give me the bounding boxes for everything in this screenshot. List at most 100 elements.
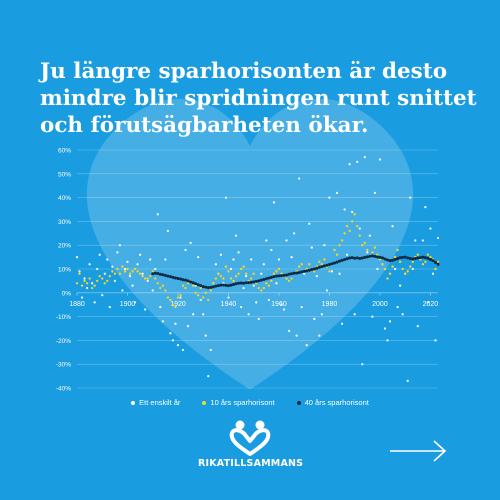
ten-year-point: [318, 260, 321, 264]
forty-year-point: [168, 275, 172, 279]
forty-year-point: [179, 277, 183, 281]
ten-year-point: [179, 293, 182, 297]
single-year-point: [260, 272, 263, 275]
single-year-point: [250, 258, 253, 261]
ten-year-point: [388, 272, 392, 275]
single-year-point: [277, 258, 281, 261]
single-year-point: [149, 258, 152, 261]
single-year-point: [308, 222, 311, 225]
single-year-point: [176, 344, 180, 347]
ten-year-point: [436, 260, 440, 264]
legend-item-forty-year: 40 års sparhorisont: [296, 398, 369, 407]
single-year-point: [280, 303, 283, 306]
forty-year-point: [269, 275, 273, 279]
ten-year-point: [161, 284, 165, 287]
single-year-point: [80, 296, 84, 299]
single-year-point: [133, 301, 137, 304]
single-year-point: [353, 313, 356, 316]
single-year-point: [310, 246, 313, 249]
y-tick-label: -20%: [56, 338, 71, 345]
forty-year-point: [398, 256, 402, 260]
single-year-point: [330, 270, 334, 273]
single-year-point: [181, 348, 185, 352]
single-year-point: [426, 301, 430, 304]
single-year-point: [270, 248, 273, 252]
ten-year-point: [313, 270, 316, 273]
ten-year-point: [308, 263, 311, 266]
single-year-point: [282, 308, 286, 311]
single-year-point: [363, 156, 366, 159]
ten-year-point: [138, 272, 142, 275]
forty-year-point: [345, 257, 349, 261]
single-year-point: [151, 289, 154, 292]
single-year-point: [179, 296, 182, 299]
ten-year-point: [101, 277, 104, 280]
forty-year-point: [317, 265, 321, 269]
ten-year-point: [196, 293, 200, 297]
ten-year-point: [257, 286, 260, 290]
single-year-point: [126, 260, 129, 263]
ten-year-point: [141, 274, 144, 278]
ten-year-point: [214, 277, 218, 280]
single-year-point: [146, 279, 149, 282]
single-year-point: [373, 191, 376, 194]
forty-year-point: [396, 257, 400, 261]
forty-year-point: [247, 281, 251, 285]
ten-year-point: [391, 265, 394, 268]
y-tick-label: 0%: [62, 290, 72, 297]
single-year-point: [154, 267, 157, 271]
single-year-point: [393, 267, 397, 271]
forty-year-point: [401, 255, 405, 259]
single-year-point: [255, 301, 258, 304]
single-year-point: [169, 332, 172, 335]
single-year-point: [368, 234, 371, 237]
single-year-point: [361, 363, 364, 366]
ten-year-point: [176, 296, 180, 299]
scatter-chart: -40% -30% -20% -10% 0% 10% 20% 30% 40% 50% 60% 1880…: [56, 148, 440, 393]
single-year-point: [78, 270, 81, 273]
ten-year-point: [401, 267, 404, 271]
ten-year-point: [434, 267, 437, 271]
single-year-point: [219, 253, 222, 256]
forty-year-point: [300, 270, 304, 274]
single-year-point: [388, 320, 392, 323]
ten-year-point: [345, 224, 349, 228]
forty-year-point: [287, 272, 291, 276]
ten-year-point: [429, 255, 432, 259]
forty-year-point: [221, 283, 225, 287]
single-year-point: [399, 284, 402, 287]
x-tick-label: 1960: [271, 301, 287, 308]
single-year-point: [343, 208, 346, 211]
forty-year-point: [373, 254, 377, 258]
ten-year-point: [209, 289, 212, 292]
arrow-right-icon[interactable]: [388, 438, 448, 464]
single-year-point: [409, 196, 412, 199]
ten-year-point: [128, 272, 132, 275]
forty-year-point: [330, 262, 334, 266]
forty-year-point: [272, 275, 276, 279]
single-year-point: [340, 322, 344, 325]
legend-marker-single-year: [131, 400, 136, 405]
x-tick-label: 1880: [69, 301, 85, 308]
ten-year-point: [116, 267, 119, 271]
forty-year-point: [431, 259, 435, 263]
forty-year-point: [383, 257, 387, 261]
forty-year-point: [151, 272, 155, 276]
ten-year-point: [88, 277, 91, 280]
forty-year-point: [358, 257, 362, 261]
single-year-point: [346, 253, 349, 256]
ten-year-point: [204, 291, 207, 294]
single-year-point: [436, 236, 440, 240]
ten-year-point: [381, 263, 384, 266]
ten-year-point: [270, 279, 273, 283]
single-year-point: [429, 227, 432, 230]
ten-year-point: [343, 232, 346, 235]
forty-year-point: [254, 279, 258, 283]
ten-year-point: [151, 270, 154, 273]
single-year-point: [234, 234, 238, 237]
ten-year-point: [421, 263, 425, 266]
forty-year-point: [312, 267, 316, 271]
single-year-point: [103, 272, 106, 275]
forty-year-point: [380, 256, 384, 260]
single-year-point: [378, 158, 382, 161]
